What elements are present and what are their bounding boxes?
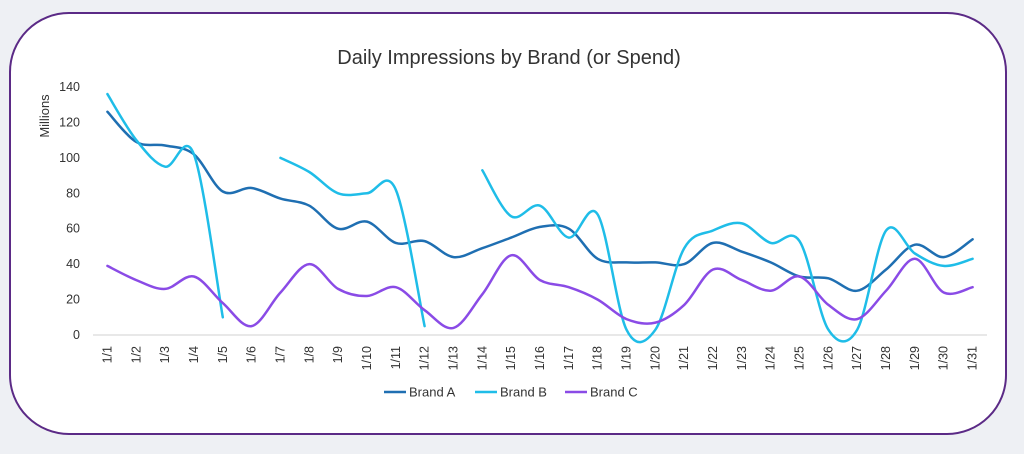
x-tick-label: 1/26: [821, 346, 835, 370]
brand-c-line: [106, 254, 974, 330]
chart-title: Daily Impressions by Brand (or Spend): [337, 47, 680, 69]
x-tick-label: 1/8: [302, 346, 316, 363]
y-tick-label: 60: [66, 222, 80, 236]
x-tick-label: 1/9: [331, 346, 345, 363]
legend-item: Brand A: [384, 385, 456, 400]
x-tick-label: 1/12: [418, 346, 432, 370]
x-tick-label: 1/23: [735, 346, 749, 370]
x-tick-label: 1/30: [937, 346, 951, 370]
x-tick-label: 1/4: [187, 346, 201, 363]
x-tick-label: 1/16: [533, 346, 547, 370]
brand-b-line: [279, 156, 426, 328]
x-tick-label: 1/3: [158, 346, 172, 363]
legend-label: Brand A: [409, 385, 456, 400]
x-tick-label: 1/17: [562, 346, 576, 370]
x-tick-label: 1/7: [273, 346, 287, 363]
x-tick-label: 1/1: [100, 346, 114, 363]
y-tick-label: 40: [66, 257, 80, 271]
series-brand-c: [106, 254, 974, 330]
x-tick-label: 1/6: [245, 346, 259, 363]
x-tick-label: 1/31: [966, 346, 980, 370]
legend-label: Brand B: [500, 385, 547, 400]
y-tick-label: 0: [73, 328, 80, 342]
series-brand-b: [106, 92, 974, 344]
x-tick-label: 1/5: [216, 346, 230, 363]
brand-a-line: [106, 110, 974, 292]
x-tick-label: 1/21: [677, 346, 691, 370]
series-layer: [106, 92, 974, 344]
x-tick-label: 1/19: [620, 346, 634, 370]
y-tick-label: 80: [66, 186, 80, 200]
x-tick-label: 1/11: [389, 346, 403, 369]
x-tick-label: 1/29: [908, 346, 922, 370]
y-tick-label: 140: [59, 80, 80, 94]
x-tick-label: 1/10: [360, 346, 374, 370]
legend-item: Brand C: [565, 385, 638, 400]
x-tick-label: 1/22: [706, 346, 720, 370]
legend-item: Brand B: [475, 385, 547, 400]
x-tick-label: 1/25: [793, 346, 807, 370]
x-tick-label: 1/15: [504, 346, 518, 370]
x-tick-label: 1/27: [850, 346, 864, 370]
y-tick-label: 20: [66, 293, 80, 307]
legend-label: Brand C: [590, 385, 638, 400]
axes: 0 20 40 60 80 100 120 140 1/1 1/2 1/3 1/4 1/5 1/6 1/7 1…: [59, 80, 987, 370]
chart-card: [9, 12, 1007, 435]
x-tick-label: 1/13: [446, 346, 460, 370]
x-tick-label: 1/20: [648, 346, 662, 370]
y-tick-label: 120: [59, 115, 80, 129]
legend: Brand A Brand B Brand C: [384, 385, 638, 400]
x-tick-label: 1/2: [129, 346, 143, 363]
x-tick-label: 1/18: [591, 346, 605, 370]
y-axis-label: Millions: [37, 94, 52, 138]
x-tick-label: 1/24: [764, 346, 778, 370]
series-brand-a: [106, 110, 974, 292]
brand-b-line: [106, 92, 225, 319]
brand-b-line: [481, 169, 974, 344]
x-tick-label: 1/28: [879, 346, 893, 370]
x-tick-label: 1/14: [475, 346, 489, 370]
y-tick-label: 100: [59, 151, 80, 165]
